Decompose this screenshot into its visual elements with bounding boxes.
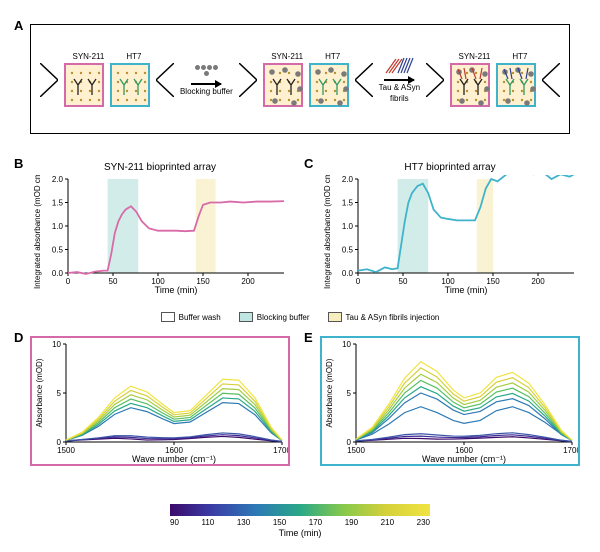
legend-buffer-wash: Buffer wash (161, 312, 221, 322)
bowtie-connector (156, 63, 174, 97)
chart-c-title: HT7 bioprinted array (320, 162, 580, 173)
svg-text:5: 5 (347, 389, 352, 398)
svg-text:Absorbance (mOD): Absorbance (mOD) (35, 358, 44, 427)
svg-text:10: 10 (52, 340, 61, 349)
chip-syn211 (263, 63, 303, 107)
chip-label-ht7: HT7 (126, 52, 141, 61)
step-blocking-buffer: Blocking buffer (180, 63, 233, 96)
svg-text:Integrated absorbance (mOD cm⁻: Integrated absorbance (mOD cm⁻¹) (323, 175, 332, 289)
svg-text:0.5: 0.5 (52, 246, 64, 255)
legend-label: Buffer wash (179, 313, 221, 322)
svg-text:0.0: 0.0 (342, 269, 354, 278)
svg-text:0: 0 (66, 277, 71, 286)
legend-injection: Tau & ASyn fibrils injection (328, 312, 440, 322)
bowtie-connector (355, 63, 373, 97)
svg-text:0: 0 (356, 277, 361, 286)
arrow-icon (384, 79, 414, 81)
chip-syn211 (450, 63, 490, 107)
time-colorbar: 90 110 130 150 170 190 210 230 Time (min) (150, 504, 450, 540)
colorbar-ticks: 90 110 130 150 170 190 210 230 (170, 518, 430, 527)
chip-label-ht7: HT7 (325, 52, 340, 61)
svg-text:2.0: 2.0 (52, 175, 64, 184)
svg-text:1.5: 1.5 (52, 199, 64, 208)
legend-label: Tau & ASyn fibrils injection (346, 313, 440, 322)
chip-group-1: SYN-211 HT7 (40, 52, 174, 107)
bowtie-connector (239, 63, 257, 97)
chip-ht7 (110, 63, 150, 107)
fibrils-icon (384, 55, 414, 75)
panel-a-schematic: SYN-211 HT7 Blocking buffer SYN-211 HT7 (30, 24, 570, 134)
colorbar-tick: 150 (273, 518, 286, 527)
legend-blocking-buffer: Blocking buffer (239, 312, 310, 322)
legend-swatch (161, 312, 175, 322)
bowtie-connector (426, 63, 444, 97)
chip-syn211 (64, 63, 104, 107)
panel-label-d: D (14, 330, 23, 345)
arrow-icon (191, 83, 221, 85)
svg-text:1.0: 1.0 (52, 222, 64, 231)
chip-label-syn: SYN-211 (459, 52, 491, 61)
spectra-d: 0510150016001700Wave number (cm⁻¹)Absorb… (30, 336, 290, 486)
colorbar-tick: 130 (237, 518, 250, 527)
svg-text:Wave number (cm⁻¹): Wave number (cm⁻¹) (422, 454, 506, 464)
svg-text:1700: 1700 (563, 446, 578, 455)
chip-group-3: SYN-211 HT7 (426, 52, 560, 107)
blocking-particles-icon (194, 63, 218, 79)
svg-text:150: 150 (196, 277, 210, 286)
colorbar-tick: 190 (345, 518, 358, 527)
colorbar-tick: 170 (309, 518, 322, 527)
chip-label-syn: SYN-211 (271, 52, 303, 61)
chip-ht7 (309, 63, 349, 107)
svg-text:Time (min): Time (min) (445, 285, 488, 295)
chip-label-ht7: HT7 (512, 52, 527, 61)
svg-text:10: 10 (342, 340, 351, 349)
svg-text:Wave number (cm⁻¹): Wave number (cm⁻¹) (132, 454, 216, 464)
colorbar-tick: 90 (170, 518, 179, 527)
legend-label: Blocking buffer (257, 313, 310, 322)
panel-label-e: E (304, 330, 313, 345)
svg-text:150: 150 (486, 277, 500, 286)
legend-row: Buffer wash Blocking buffer Tau & ASyn f… (0, 308, 600, 326)
svg-text:2.0: 2.0 (342, 175, 354, 184)
chip-ht7 (496, 63, 536, 107)
panel-label-c: C (304, 156, 313, 171)
svg-text:200: 200 (531, 277, 545, 286)
spectra-e: 0510150016001700Wave number (cm⁻¹)Absorb… (320, 336, 580, 486)
chip-label-syn: SYN-211 (72, 52, 104, 61)
colorbar-tick: 230 (417, 518, 430, 527)
svg-text:50: 50 (109, 277, 118, 286)
colorbar-tick: 210 (381, 518, 394, 527)
chart-c-ht7: HT7 bioprinted array 0.0 0.5 1.0 1.5 2.0 0 50 1… (320, 162, 580, 300)
legend-swatch (239, 312, 253, 322)
panel-label-a: A (14, 18, 23, 33)
colorbar-tick: 110 (202, 518, 215, 527)
svg-text:0.0: 0.0 (52, 269, 64, 278)
fibrils-label-2: fibrils (390, 94, 409, 103)
svg-text:1.5: 1.5 (342, 199, 354, 208)
svg-text:1500: 1500 (57, 446, 75, 455)
step-fibrils-injection: Tau & ASyn fibrils (379, 55, 420, 103)
chart-b-syn211: SYN-211 bioprinted array 0.0 0.5 1.0 1.5 2.0… (30, 162, 290, 300)
svg-text:1.0: 1.0 (342, 222, 354, 231)
svg-text:200: 200 (241, 277, 255, 286)
svg-text:50: 50 (399, 277, 408, 286)
chip-group-2: SYN-211 HT7 (239, 52, 373, 107)
svg-text:1500: 1500 (347, 446, 365, 455)
colorbar-gradient (170, 504, 430, 516)
panel-label-b: B (14, 156, 23, 171)
colorbar-label: Time (min) (279, 528, 322, 538)
svg-text:Integrated absorbance (mOD cm⁻: Integrated absorbance (mOD cm⁻¹) (33, 175, 42, 289)
svg-text:0.5: 0.5 (342, 246, 354, 255)
svg-text:Time (min): Time (min) (155, 285, 198, 295)
fibrils-label-1: Tau & ASyn (379, 83, 420, 92)
svg-text:1700: 1700 (273, 446, 288, 455)
bowtie-connector (542, 63, 560, 97)
svg-text:5: 5 (57, 389, 62, 398)
legend-swatch (328, 312, 342, 322)
svg-text:Absorbance (mOD): Absorbance (mOD) (325, 358, 334, 427)
blocking-buffer-label: Blocking buffer (180, 87, 233, 96)
bowtie-connector (40, 63, 58, 97)
chart-b-title: SYN-211 bioprinted array (30, 162, 290, 173)
